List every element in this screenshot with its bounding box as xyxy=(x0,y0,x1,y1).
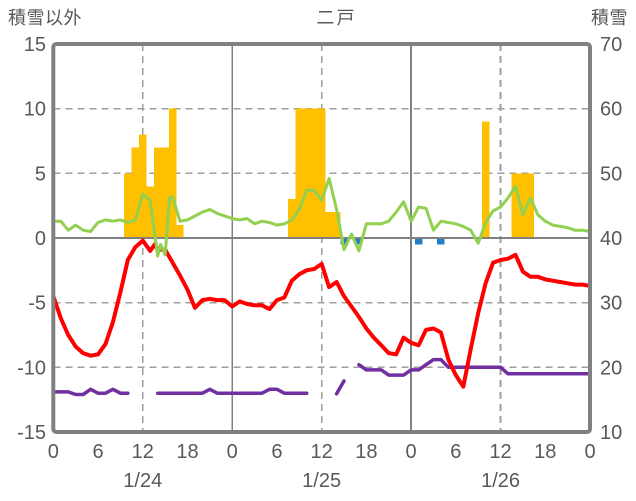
snow-depth-line-segment xyxy=(51,387,130,397)
x-axis-tick-label: 0 xyxy=(48,441,59,463)
precip-bar xyxy=(168,108,177,239)
green-line xyxy=(51,177,592,258)
x-axis-tick-label: 0 xyxy=(227,441,238,463)
precip-bar xyxy=(146,186,154,238)
precip-bar xyxy=(303,108,311,239)
x-axis-tick-label: 12 xyxy=(489,441,511,463)
precip-bar xyxy=(317,108,326,239)
x-axis-tick-label: 0 xyxy=(406,441,417,463)
snow-depth-line-segment xyxy=(155,387,309,395)
precip-bar xyxy=(526,173,535,238)
snowfall-mark xyxy=(437,239,445,245)
date-label: 1/25 xyxy=(302,470,341,492)
left-axis-tick-label: -15 xyxy=(17,422,46,444)
snow-depth-line-segment xyxy=(334,379,346,396)
snowfall-mark xyxy=(414,239,423,245)
precip-bar xyxy=(139,134,147,238)
left-axis-tick-label: 15 xyxy=(24,34,46,56)
right-axis-tick-label: 40 xyxy=(600,228,622,250)
right-axis-tick-label: 50 xyxy=(600,163,622,185)
snowfall-mark xyxy=(355,239,363,245)
x-axis-tick-label: 18 xyxy=(176,441,198,463)
right-axis-tick-label: 20 xyxy=(600,357,622,379)
right-axis-tick-label: 10 xyxy=(600,422,622,444)
precip-bar xyxy=(511,173,520,238)
right-axis-tick-label: 60 xyxy=(600,99,622,121)
precip-bar xyxy=(332,212,341,238)
precip-bar xyxy=(176,225,184,238)
snow-depth-line-segment xyxy=(357,357,592,377)
precip-bar xyxy=(124,173,132,238)
x-axis-tick-label: 18 xyxy=(534,441,556,463)
x-axis-tick-label: 6 xyxy=(271,441,282,463)
precip-bar xyxy=(153,147,162,238)
left-axis-tick-label: -5 xyxy=(28,293,46,315)
date-label: 1/24 xyxy=(123,470,162,492)
precip-bar xyxy=(519,173,527,238)
left-axis-tick-label: 5 xyxy=(35,163,46,185)
x-axis-tick-label: 6 xyxy=(450,441,461,463)
precip-bar xyxy=(295,108,304,239)
date-label: 1/26 xyxy=(481,470,520,492)
right-axis-tick-label: 70 xyxy=(600,34,622,56)
precip-bar xyxy=(131,147,140,238)
right-axis-tick-label: 30 xyxy=(600,293,622,315)
x-axis-tick-label: 0 xyxy=(584,441,595,463)
left-axis-tick-label: -10 xyxy=(17,357,46,379)
precip-bar xyxy=(161,147,169,238)
precip-bar xyxy=(310,108,318,239)
x-axis-tick-label: 6 xyxy=(92,441,103,463)
plot-border xyxy=(51,42,593,434)
precip-bar xyxy=(481,121,490,238)
x-axis-tick-label: 12 xyxy=(132,441,154,463)
left-axis-tick-label: 0 xyxy=(35,228,46,250)
x-axis-tick-label: 12 xyxy=(311,441,333,463)
temperature-line xyxy=(51,238,592,389)
left-axis-tick-label: 10 xyxy=(24,99,46,121)
x-axis-tick-label: 18 xyxy=(355,441,377,463)
precip-bar xyxy=(325,212,333,238)
